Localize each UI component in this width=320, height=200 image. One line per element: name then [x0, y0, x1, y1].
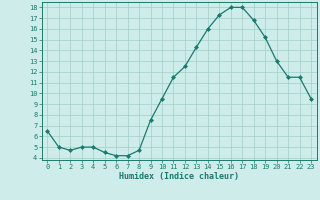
X-axis label: Humidex (Indice chaleur): Humidex (Indice chaleur)	[119, 172, 239, 181]
